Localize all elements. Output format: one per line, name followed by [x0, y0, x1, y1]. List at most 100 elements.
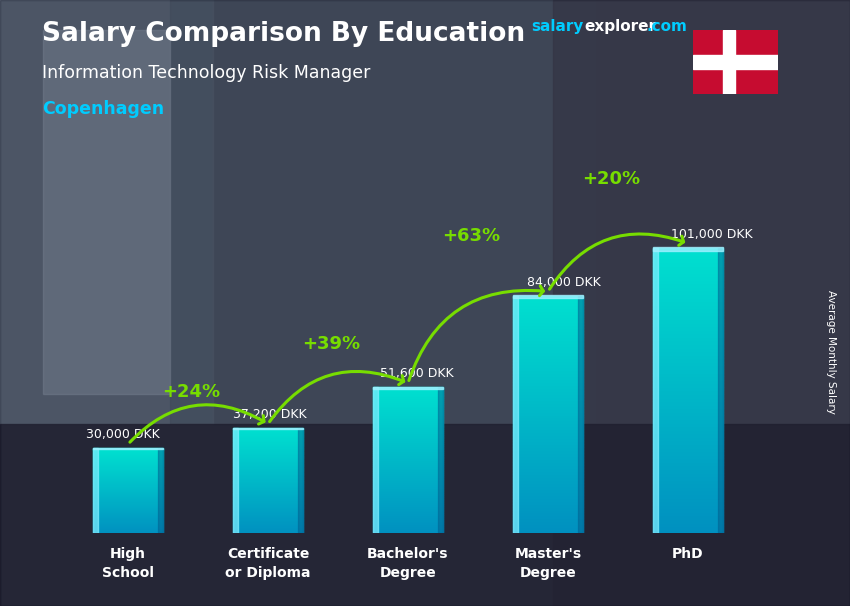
Bar — [233, 471, 303, 473]
Bar — [513, 361, 583, 364]
Bar — [233, 493, 303, 494]
Bar — [513, 494, 583, 498]
Bar — [513, 346, 583, 349]
Bar — [653, 430, 723, 433]
Bar — [93, 518, 163, 519]
Bar — [373, 387, 443, 389]
Bar — [373, 391, 443, 393]
Bar — [513, 435, 583, 438]
Bar — [552, 0, 850, 606]
Bar — [513, 364, 583, 367]
Bar — [233, 528, 303, 529]
Bar — [653, 262, 723, 265]
Bar — [373, 515, 443, 517]
Bar — [513, 394, 583, 397]
Bar — [93, 474, 163, 475]
Bar — [93, 491, 163, 492]
Bar — [233, 444, 303, 445]
Bar — [233, 430, 303, 431]
Bar — [513, 319, 583, 322]
Bar — [373, 488, 443, 490]
Bar — [233, 473, 303, 474]
Bar — [513, 411, 583, 415]
Bar — [373, 521, 443, 522]
Bar — [653, 508, 723, 512]
Bar — [373, 504, 443, 506]
Bar — [513, 322, 583, 325]
Bar — [93, 531, 163, 532]
Bar — [93, 519, 163, 521]
Bar — [513, 441, 583, 444]
Bar — [233, 527, 303, 528]
Bar — [373, 436, 443, 438]
Bar — [373, 400, 443, 402]
Bar — [93, 478, 163, 479]
Bar — [513, 352, 583, 355]
Bar — [233, 486, 303, 487]
Bar — [513, 415, 583, 418]
Bar — [93, 471, 163, 473]
Bar — [653, 333, 723, 337]
Bar — [233, 447, 303, 448]
Bar — [513, 299, 583, 302]
Bar — [233, 481, 303, 482]
Bar — [233, 524, 303, 525]
Bar — [513, 373, 583, 376]
Bar — [653, 284, 723, 287]
Bar — [93, 484, 163, 485]
Text: Information Technology Risk Manager: Information Technology Risk Manager — [42, 64, 371, 82]
Bar — [653, 487, 723, 490]
Bar — [233, 502, 303, 503]
Bar — [653, 273, 723, 276]
Bar — [93, 450, 163, 451]
Bar — [653, 530, 723, 533]
Bar — [653, 248, 658, 533]
Bar — [653, 469, 723, 473]
Bar — [93, 532, 163, 533]
Bar — [653, 305, 723, 308]
Bar — [513, 432, 583, 435]
Bar — [233, 503, 303, 504]
Bar — [513, 459, 583, 462]
Bar — [373, 462, 443, 464]
Bar — [373, 440, 443, 442]
Bar — [158, 448, 163, 533]
Bar — [233, 512, 303, 513]
Bar — [93, 526, 163, 527]
Bar — [513, 488, 583, 491]
Bar — [93, 448, 163, 450]
Bar — [93, 460, 163, 461]
Bar — [373, 420, 443, 422]
Bar — [373, 425, 443, 427]
Bar — [513, 501, 583, 504]
Bar — [93, 492, 163, 493]
Bar — [513, 516, 583, 518]
Bar — [93, 529, 163, 530]
Bar — [513, 498, 583, 501]
Bar — [373, 413, 443, 415]
Bar — [513, 447, 583, 450]
Text: Average Monthly Salary: Average Monthly Salary — [826, 290, 836, 413]
Bar — [233, 442, 303, 444]
Bar — [373, 424, 443, 425]
Bar — [653, 473, 723, 476]
Bar — [373, 433, 443, 435]
Bar — [513, 340, 583, 343]
Bar — [513, 504, 583, 507]
Bar — [93, 495, 163, 496]
Bar — [513, 405, 583, 408]
Bar — [373, 448, 443, 450]
Bar — [653, 401, 723, 405]
Bar — [233, 464, 303, 465]
Bar — [93, 461, 163, 462]
Bar — [233, 432, 303, 433]
Bar — [653, 433, 723, 437]
Bar — [93, 512, 163, 513]
Bar — [653, 380, 723, 384]
Bar — [93, 475, 163, 476]
Bar — [653, 365, 723, 369]
Bar — [233, 516, 303, 518]
Bar — [653, 505, 723, 508]
Bar — [578, 296, 583, 533]
Bar — [373, 444, 443, 446]
